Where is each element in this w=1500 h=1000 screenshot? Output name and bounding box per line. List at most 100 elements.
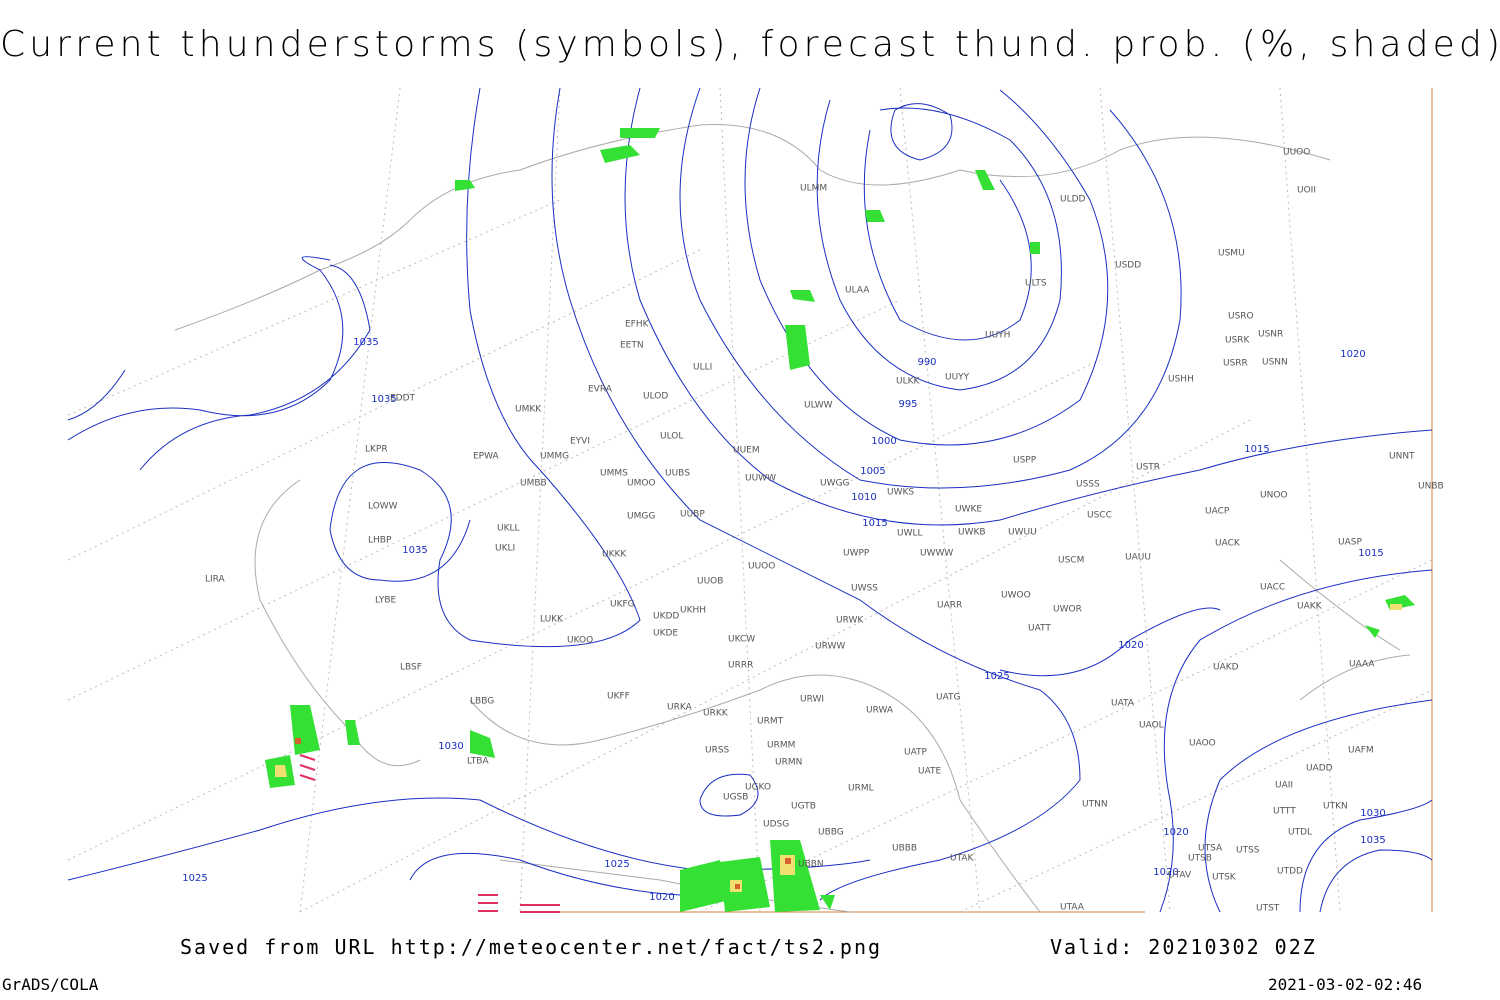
- station-label: LIRA: [205, 575, 226, 585]
- station-label: UBBB: [892, 844, 917, 854]
- isobar-label: 1025: [604, 859, 629, 870]
- isobar-label: 1020: [1153, 867, 1178, 878]
- station-label: UATG: [936, 693, 961, 703]
- station-label: URRR: [728, 661, 753, 671]
- station-label: URWW: [815, 642, 845, 652]
- station-label: LKPR: [365, 445, 388, 455]
- station-label: UAKK: [1297, 602, 1323, 612]
- station-label: UTSA: [1198, 844, 1223, 854]
- station-label: USHH: [1168, 375, 1194, 385]
- station-label: UADD: [1306, 764, 1333, 774]
- thunder-probability: [265, 128, 1415, 912]
- station-label: UKHH: [680, 606, 706, 616]
- station-label: UDSG: [763, 820, 789, 830]
- map-frame: [67, 87, 1433, 913]
- station-label: URML: [848, 784, 874, 794]
- station-label: USNN: [1262, 358, 1288, 368]
- station-label: LHBP: [368, 536, 392, 546]
- station-label: UBBG: [818, 828, 844, 838]
- station-label: LYBE: [375, 596, 396, 606]
- isobar-label: 1015: [1358, 548, 1383, 559]
- station-label: USRR: [1223, 359, 1248, 369]
- station-label: ULOD: [643, 392, 668, 402]
- isobar-label: 1005: [860, 466, 885, 477]
- station-label: UTSK: [1212, 873, 1237, 883]
- station-label: UWWW: [920, 549, 953, 559]
- station-label: UUEM: [733, 446, 760, 456]
- station-label: URWA: [866, 706, 894, 716]
- station-label: UTDL: [1288, 828, 1312, 838]
- station-label: UWOR: [1053, 605, 1082, 615]
- station-label: LOWW: [368, 502, 398, 512]
- station-label: EPWA: [473, 452, 500, 462]
- station-label: UTKN: [1323, 802, 1348, 812]
- station-label: UACK: [1215, 539, 1241, 549]
- station-label: UGTB: [791, 802, 816, 812]
- station-label: UAUU: [1125, 553, 1151, 563]
- station-label: UTSS: [1236, 846, 1260, 856]
- station-label: UWGG: [820, 479, 849, 489]
- software: GrADS/COLA: [2, 975, 99, 994]
- station-label: LBSF: [400, 663, 422, 673]
- isobar-label: 1020: [1118, 640, 1143, 651]
- station-label: URKK: [703, 709, 729, 719]
- station-label: URKA: [667, 703, 693, 713]
- station-label: UOII: [1297, 186, 1316, 196]
- isobar-label: 1035: [371, 394, 396, 405]
- station-label: UTAA: [1060, 903, 1085, 913]
- station-label: EETN: [620, 341, 644, 351]
- station-label: UARR: [937, 601, 962, 611]
- station-label: UKDD: [653, 612, 679, 622]
- station-label: UAKD: [1213, 663, 1239, 673]
- station-label: ULOL: [660, 432, 683, 442]
- valid-time: Valid: 20210302 02Z: [1050, 935, 1317, 959]
- station-label: UNOO: [1260, 491, 1288, 501]
- isobar-label: 990: [917, 357, 936, 368]
- isobar-label: 1000: [871, 436, 896, 447]
- station-label: UUYY: [945, 373, 970, 383]
- station-label: USSS: [1076, 480, 1100, 490]
- station-label: UBBN: [798, 860, 824, 870]
- station-label: UKDE: [653, 629, 678, 639]
- station-label: UKFF: [607, 692, 630, 702]
- thunderstorm-symbols: [299, 754, 560, 913]
- isobar-label: 995: [898, 399, 917, 410]
- station-label: UAFM: [1348, 746, 1374, 756]
- station-label: UAAA: [1349, 660, 1375, 670]
- isobar-label: 1025: [984, 671, 1009, 682]
- station-label: UKCW: [728, 635, 755, 645]
- isobar-label: 1020: [1163, 827, 1188, 838]
- station-label: UKLI: [495, 544, 515, 554]
- station-label: ULTS: [1025, 279, 1047, 289]
- station-label: UWPP: [843, 549, 870, 559]
- station-label: UNBB: [1418, 482, 1444, 492]
- station-label: UUYH: [985, 331, 1010, 341]
- station-label: UTNN: [1082, 800, 1108, 810]
- isobar-label: 1020: [649, 892, 674, 903]
- station-label: LBBG: [470, 697, 494, 707]
- station-label: UACP: [1205, 507, 1230, 517]
- station-label: URMN: [775, 758, 802, 768]
- station-label: UATT: [1028, 624, 1051, 634]
- station-label: UTTT: [1273, 807, 1296, 817]
- station-label: UATE: [918, 767, 942, 777]
- station-label: EFHK: [625, 320, 650, 330]
- isobar-label: 1035: [1360, 835, 1385, 846]
- isobar-label: 1025: [182, 873, 207, 884]
- isobar-label: 1010: [851, 492, 876, 503]
- isobar-label: 1035: [402, 545, 427, 556]
- station-label: ULAA: [845, 286, 870, 296]
- station-label: EDDT: [390, 394, 416, 404]
- source-url: Saved from URL http://meteocenter.net/fa…: [180, 935, 882, 959]
- station-label: UGKO: [745, 783, 771, 793]
- station-label: USMU: [1218, 249, 1245, 259]
- station-label: UMGG: [627, 512, 655, 522]
- station-label: ULKK: [896, 377, 921, 387]
- station-label: UTST: [1256, 904, 1280, 914]
- station-label: USDD: [1115, 261, 1141, 271]
- station-label: URWI: [800, 695, 824, 705]
- station-label: UMOO: [627, 479, 656, 489]
- station-label: UWUU: [1008, 528, 1037, 538]
- isobar-label: 1015: [1244, 444, 1269, 455]
